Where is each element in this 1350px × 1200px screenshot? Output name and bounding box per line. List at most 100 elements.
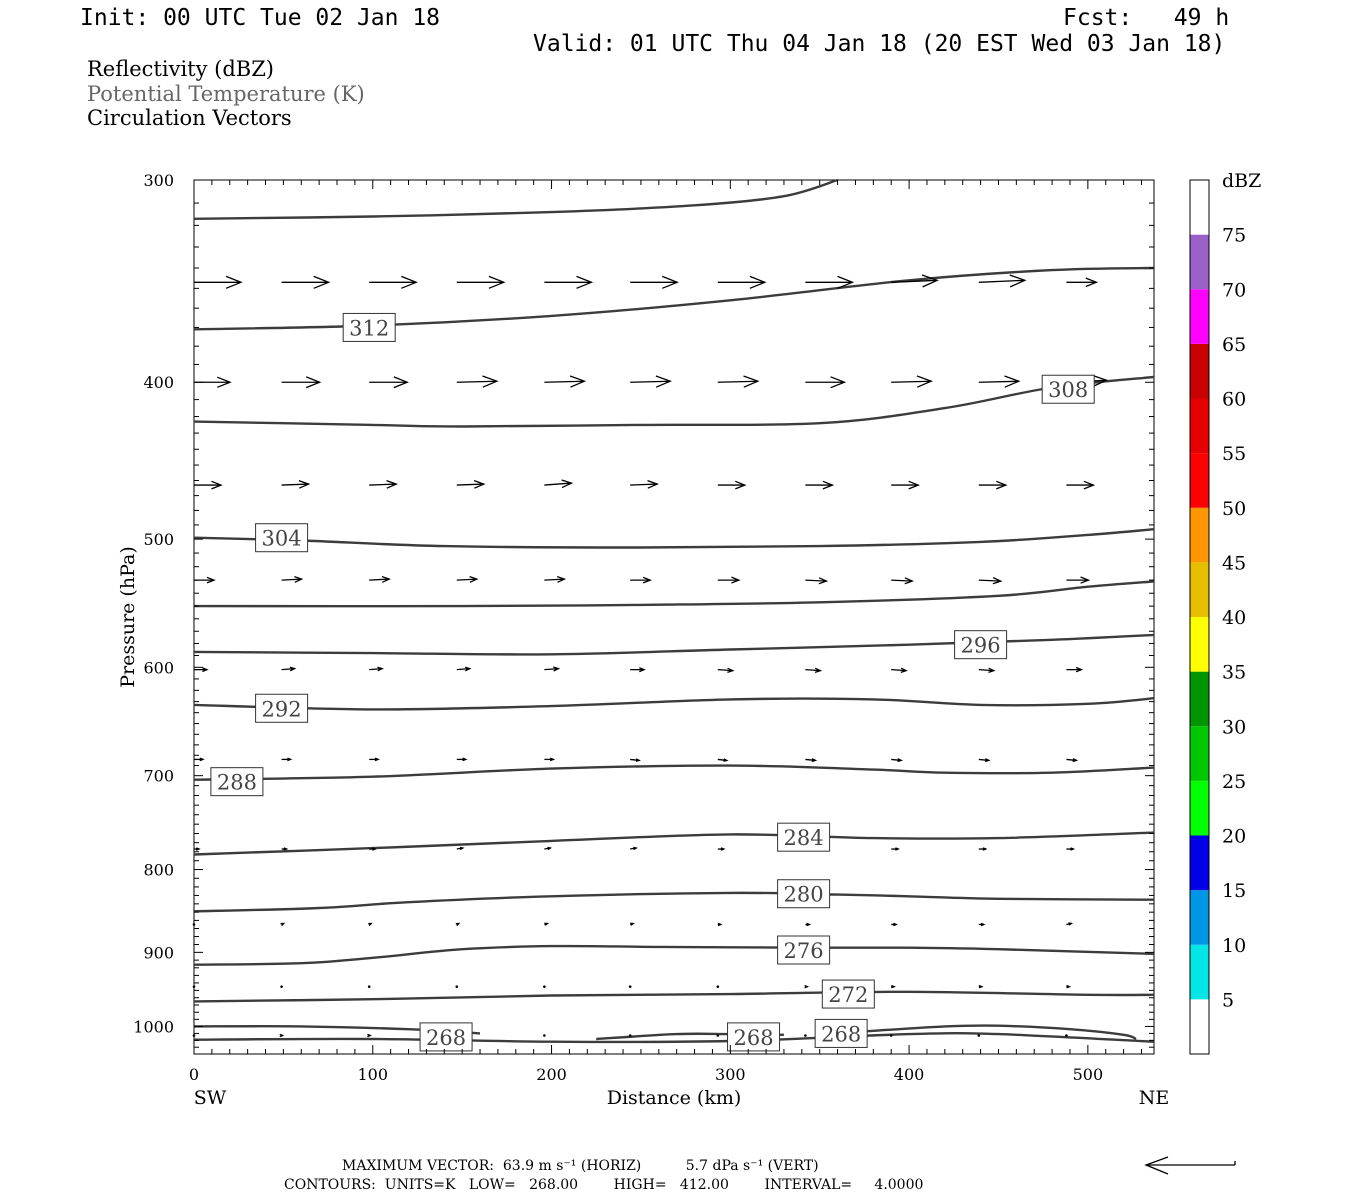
circulation-vector: [544, 275, 594, 289]
vector-head: [1091, 374, 1109, 388]
vector-head: [735, 480, 747, 490]
vector-head: [225, 275, 243, 289]
vector-head: [393, 376, 409, 389]
vector-head: [1075, 666, 1084, 673]
circulation-vector: [281, 275, 331, 289]
reference-vector: [1144, 1156, 1236, 1175]
circulation-vector: [805, 376, 847, 389]
x-left-end-label: SW: [194, 1087, 227, 1109]
circulation-vector: [1066, 922, 1074, 926]
colorbar-label: 70: [1222, 279, 1246, 301]
vector-shaft: [805, 668, 821, 672]
vector-head: [814, 667, 823, 674]
vector-head: [569, 375, 587, 388]
vector-head: [893, 922, 898, 927]
vector-head: [916, 375, 933, 388]
circulation-vector: [978, 577, 1003, 585]
vector-dot: [628, 1034, 632, 1037]
circulation-vector: [978, 758, 991, 763]
circulation-vector: [1066, 480, 1096, 490]
circulation-vector: [367, 985, 371, 988]
circulation-vector: [279, 1033, 285, 1038]
vector-head: [1080, 576, 1091, 584]
y-tick-label: 800: [143, 861, 174, 880]
circulation-vector: [280, 985, 283, 988]
contour-label-box: [210, 767, 264, 797]
circulation-vector: [544, 666, 561, 672]
vector-shaft: [369, 667, 383, 671]
circulation-vector: [456, 479, 486, 489]
vector-dot: [977, 1034, 981, 1037]
circulation-vector: [369, 757, 380, 762]
isentrope-288: [193, 764, 1155, 781]
vector-dot: [716, 985, 720, 988]
circulation-vector: [805, 758, 818, 763]
vector-shaft: [630, 483, 658, 486]
vector-head: [662, 275, 679, 289]
colorbar-label: 75: [1222, 225, 1246, 247]
contour-label-box: [777, 879, 831, 909]
isentrope-276: [193, 944, 1155, 966]
circulation-vector: [544, 479, 574, 489]
circulation-vector: [717, 847, 726, 851]
vector-head: [1066, 984, 1072, 989]
vector-dot: [367, 985, 371, 988]
vector-dot: [543, 1034, 546, 1037]
vector-head: [199, 757, 205, 762]
circulation-vector: [192, 985, 196, 988]
vector-dot: [192, 923, 196, 926]
circulation-vector: [281, 575, 304, 583]
contour-label-box: [814, 1018, 868, 1048]
vector-head: [1083, 480, 1096, 490]
vector-head: [482, 375, 499, 388]
x-tick-label: 300: [715, 1065, 746, 1084]
colorbar-label: 65: [1222, 334, 1246, 356]
circulation-vector: [544, 375, 587, 388]
circulation-vector: [456, 757, 468, 762]
circulation-vector: [891, 375, 933, 388]
circulation-vector: [978, 922, 986, 927]
circulation-vector: [369, 275, 418, 289]
vector-shaft: [978, 279, 1025, 283]
vector-head: [488, 275, 506, 289]
circulation-vector: [805, 577, 829, 585]
plot-border: [193, 179, 1155, 1055]
colorbar-swatch: [1190, 999, 1209, 1054]
y-tick-label: 500: [143, 530, 174, 549]
circulation-vector: [630, 479, 659, 489]
circulation-vector: [456, 375, 499, 388]
colorbar-label: 40: [1222, 607, 1246, 629]
isentrope-272: [193, 990, 1155, 1003]
vector-head: [313, 275, 331, 289]
contour-label-288: 288: [217, 771, 257, 795]
y-tick-label: 700: [143, 767, 174, 786]
circulation-vector: [630, 667, 646, 673]
circulation-vector: [281, 757, 293, 762]
vector-shaft: [281, 667, 295, 671]
circulation-vector: [456, 575, 479, 583]
colorbar-label: 45: [1222, 552, 1246, 574]
circulation-vector: [630, 375, 672, 388]
contour-label-312: 312: [349, 316, 389, 340]
isentrope-268: [855, 1024, 1137, 1041]
vector-head: [1085, 277, 1099, 288]
circulation-vector: [891, 667, 908, 674]
init-time: Init: 00 UTC Tue 02 Jan 18: [80, 5, 441, 31]
contour-label-268: 268: [426, 1026, 466, 1050]
vector-dot: [889, 1034, 893, 1037]
vector-head: [895, 847, 900, 851]
colorbar-swatch: [1190, 507, 1209, 563]
vector-head: [289, 666, 297, 672]
vector-head: [1072, 758, 1079, 763]
vector-dot: [192, 1034, 196, 1037]
circulation-vector: [456, 666, 472, 672]
contour-label-box: [821, 979, 875, 1009]
contour-label-276: 276: [784, 939, 824, 963]
circulation-vector: [630, 758, 641, 762]
vector-head: [279, 1033, 285, 1038]
circulation-vector: [804, 984, 810, 989]
vector-head: [381, 575, 391, 583]
y-tick-label: 600: [143, 658, 174, 677]
circulation-vector: [456, 275, 506, 289]
